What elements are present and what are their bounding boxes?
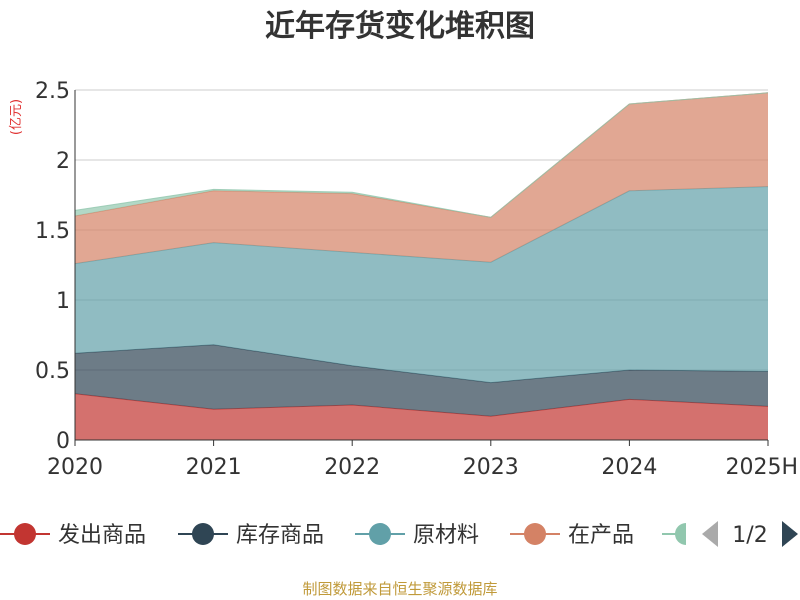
chart-title: 近年存货变化堆积图: [265, 9, 535, 44]
y-tick-label: 0: [56, 429, 70, 454]
y-tick-label: 2: [56, 149, 70, 174]
x-tick-label: 2025H: [725, 455, 798, 480]
next-page-icon[interactable]: [782, 521, 798, 547]
prev-page-icon[interactable]: [702, 521, 718, 547]
legend-item-partial[interactable]: [662, 523, 686, 545]
series-area-1: [75, 344, 768, 417]
series-area-2: [75, 186, 768, 383]
legend-label: 库存商品: [236, 523, 324, 548]
y-tick-label: 1: [56, 289, 70, 314]
legend-label: 在产品: [568, 523, 634, 548]
legend-item[interactable]: 原材料: [355, 523, 479, 548]
series-line-4: [74, 92, 769, 218]
legend-marker-icon: [369, 523, 391, 545]
series-line-1: [74, 344, 769, 384]
series-area-0: [75, 393, 768, 440]
legend-label: 发出商品: [58, 523, 146, 548]
legend-item[interactable]: 发出商品: [0, 523, 146, 548]
y-tick-label: 2.5: [35, 79, 70, 104]
legend-marker-icon: [675, 523, 686, 545]
source-note: 制图数据来自恒生聚源数据库: [302, 580, 498, 598]
y-tick-label: 0.5: [35, 359, 70, 384]
x-tick-label: 2024: [601, 455, 657, 480]
legend-item[interactable]: 在产品: [510, 523, 634, 548]
legend-marker-icon: [14, 523, 36, 545]
legend-item[interactable]: 库存商品: [178, 523, 324, 548]
legend-marker-icon: [192, 523, 214, 545]
y-unit-label: (亿元): [9, 99, 24, 135]
legend-label: 原材料: [413, 523, 479, 548]
series-areas: [74, 92, 769, 440]
legend[interactable]: 发出商品 库存商品 原材料 在产品 1/2: [0, 521, 798, 548]
y-tick-label: 1.5: [35, 219, 70, 244]
series-area-3: [75, 92, 768, 264]
axes: 0 0.5 1 1.5 2 2.5 2020 2021 2022 2023 2024 2025H: [35, 79, 798, 480]
legend-marker-icon: [524, 523, 546, 545]
x-tick-label: 2022: [324, 455, 380, 480]
x-tick-label: 2021: [186, 455, 242, 480]
legend-page-indicator: 1/2: [732, 523, 767, 548]
x-tick-label: 2023: [463, 455, 519, 480]
x-tick-label: 2020: [47, 455, 103, 480]
